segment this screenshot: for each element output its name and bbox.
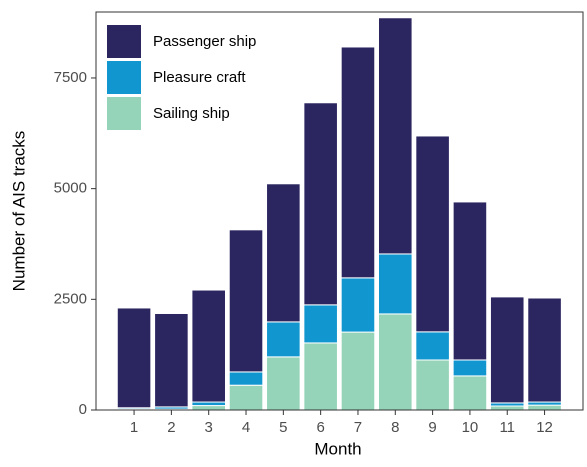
bar-segment: [377, 17, 413, 255]
x-tick-label: 4: [242, 419, 250, 436]
bar-segment: [415, 359, 450, 411]
bar-segment: [415, 135, 450, 333]
x-tick-label: 1: [130, 419, 138, 436]
y-tick-label: 0: [79, 401, 87, 418]
y-tick-label: 2500: [54, 290, 87, 307]
bar-segment: [527, 404, 562, 411]
bar-segment: [191, 289, 226, 403]
x-tick-label: 7: [354, 419, 362, 436]
bar-segment: [266, 321, 301, 358]
bar-segment: [340, 277, 376, 333]
x-tick-label: 5: [279, 419, 287, 436]
legend-swatch: [107, 25, 141, 58]
bar-segment: [228, 384, 264, 411]
x-tick-label: 2: [167, 419, 175, 436]
bar-segment: [415, 331, 450, 361]
bar-segment: [191, 401, 226, 407]
y-axis-label: Number of AIS tracks: [9, 131, 28, 292]
x-tick-label: 9: [428, 419, 436, 436]
y-tick-label: 7500: [54, 69, 87, 86]
bar-segment: [154, 312, 189, 408]
bar-segment: [116, 307, 152, 409]
bar-segment: [228, 371, 264, 386]
bar-segment: [489, 405, 525, 411]
bar-segment: [377, 253, 413, 315]
bar-segment: [452, 201, 488, 361]
bar-segment: [266, 183, 301, 323]
x-tick-label: 11: [499, 419, 515, 436]
x-axis-label: Month: [314, 439, 361, 458]
x-tick-label: 12: [536, 419, 553, 436]
x-tick-label: 8: [391, 419, 399, 436]
legend-label: Pleasure craft: [153, 69, 246, 86]
bar-segment: [340, 46, 376, 279]
x-tick-label: 10: [462, 419, 479, 436]
bar-segment: [377, 313, 413, 411]
bar-segment: [266, 356, 301, 411]
panel-border: [95, 11, 584, 411]
bar-segment: [452, 359, 488, 377]
bar-segment: [303, 304, 338, 344]
y-tick-label: 5000: [54, 180, 87, 197]
bar-segment: [303, 342, 338, 411]
bar-segment: [191, 405, 226, 411]
legend-swatch: [107, 97, 141, 130]
bar-segment: [452, 375, 488, 411]
bar-segment: [340, 331, 376, 411]
legend-label: Passenger ship: [153, 33, 256, 50]
x-tick-label: 6: [316, 419, 324, 436]
bar-segment: [303, 102, 338, 306]
bar-segment: [228, 229, 264, 373]
bar-segment: [489, 296, 525, 404]
legend-swatch: [107, 61, 141, 94]
bar-segment: [527, 297, 562, 403]
x-tick-label: 3: [205, 419, 213, 436]
legend-label: Sailing ship: [153, 105, 230, 122]
